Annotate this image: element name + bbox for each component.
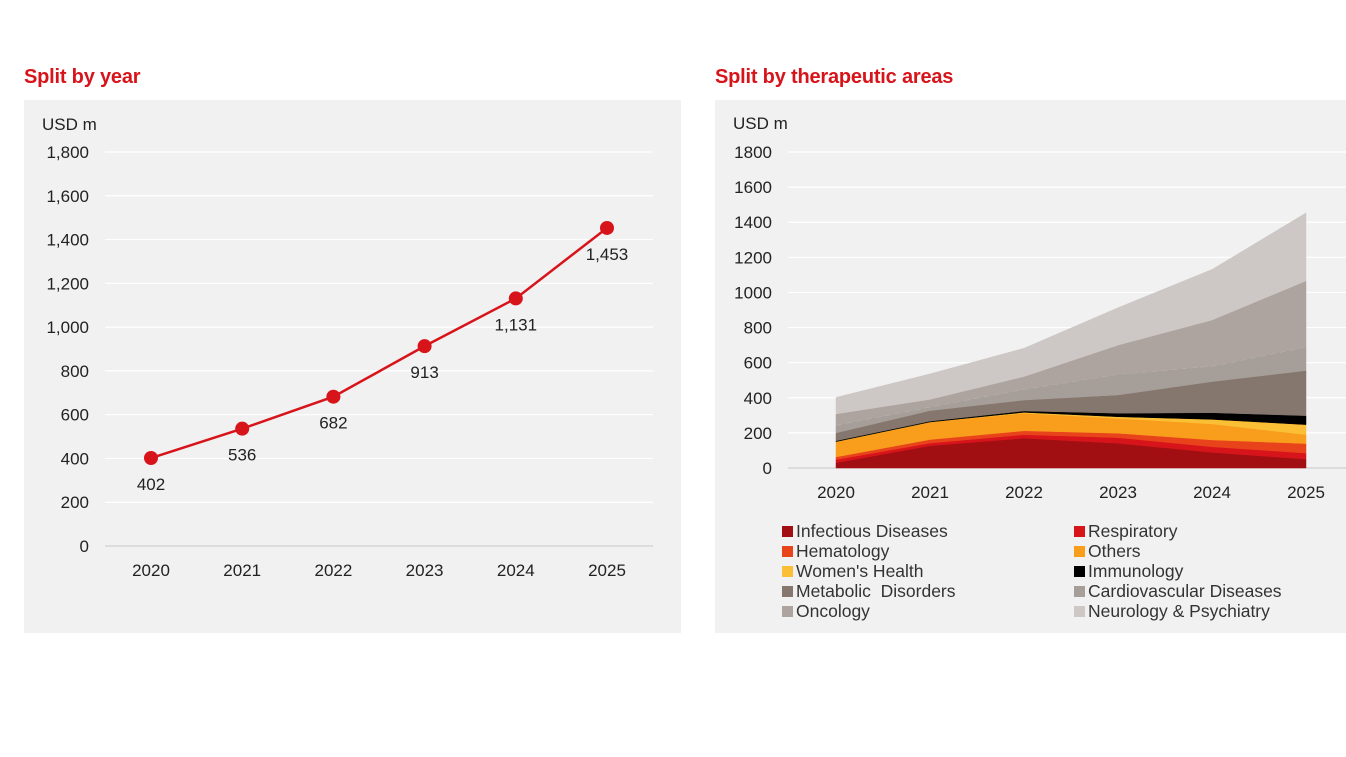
y-tick-label: 1,600 — [46, 187, 89, 206]
legend-swatch — [782, 585, 793, 597]
y-tick-label: 1,000 — [46, 318, 89, 337]
data-label: 1,453 — [586, 245, 629, 264]
y-tick-label: 1000 — [734, 283, 772, 302]
x-tick-label: 2025 — [1287, 483, 1325, 502]
line-chart-panel — [24, 100, 681, 633]
legend-item-immunology: Immunology — [1074, 561, 1342, 582]
x-tick-label: 2020 — [132, 561, 170, 580]
data-point — [600, 220, 614, 235]
line-chart-y-unit-label: USD m — [42, 115, 97, 134]
chart-title-split-by-therapeutic-areas: Split by therapeutic areas — [715, 66, 954, 88]
legend-swatch — [1074, 546, 1085, 558]
x-tick-label: 2024 — [497, 561, 535, 580]
legend-item-metabolic-disorders: Metabolic Disorders — [782, 581, 1074, 601]
legend-label: Others — [1088, 541, 1141, 562]
legend-swatch — [782, 605, 793, 617]
y-tick-label: 200 — [61, 493, 89, 512]
data-label: 536 — [228, 446, 256, 465]
legend-item-oncology: Oncology — [782, 601, 1074, 621]
y-tick-label: 800 — [61, 362, 89, 381]
legend-swatch — [1074, 565, 1085, 577]
legend-item-cardiovascular-diseases: Cardiovascular Diseases — [1074, 581, 1342, 601]
legend-item-hematology: Hematology — [782, 541, 1074, 562]
legend-item-neurology-psychiatry: Neurology & Psychiatry — [1074, 601, 1342, 621]
x-tick-label: 2021 — [911, 483, 949, 502]
chart-title-split-by-year: Split by year — [24, 66, 141, 88]
y-tick-label: 200 — [744, 424, 772, 443]
data-label: 682 — [319, 414, 347, 433]
data-point — [235, 421, 250, 436]
y-tick-label: 1,200 — [46, 274, 89, 293]
legend-label: Cardiovascular Diseases — [1088, 580, 1282, 601]
legend-item-others: Others — [1074, 541, 1342, 562]
legend-label: Hematology — [796, 541, 890, 562]
x-tick-label: 2022 — [314, 561, 352, 580]
x-tick-label: 2020 — [817, 483, 855, 502]
x-tick-label: 2025 — [588, 561, 626, 580]
y-tick-label: 1800 — [734, 143, 772, 162]
x-tick-label: 2023 — [1099, 483, 1137, 502]
legend-item-respiratory: Respiratory — [1074, 521, 1342, 542]
data-point — [508, 291, 523, 306]
y-tick-label: 0 — [763, 459, 772, 478]
data-point — [144, 451, 158, 466]
line-series-total — [150, 226, 608, 460]
y-tick-label: 800 — [744, 319, 772, 338]
x-tick-label: 2022 — [1005, 483, 1043, 502]
data-label: 1,131 — [495, 315, 538, 334]
data-label: 402 — [137, 475, 165, 494]
legend-swatch — [1074, 526, 1085, 538]
y-tick-label: 400 — [744, 389, 772, 408]
legend-swatch — [782, 526, 793, 538]
area-chart-y-unit-label: USD m — [733, 114, 788, 133]
legend-swatch — [1074, 605, 1085, 617]
y-tick-label: 1,800 — [46, 143, 89, 162]
legend-label: Respiratory — [1088, 521, 1178, 542]
legend-item-women-s-health: Women's Health — [782, 561, 1074, 582]
area-series-neurology-psychiatry — [835, 212, 1307, 415]
y-tick-label: 1,400 — [46, 231, 89, 250]
y-tick-label: 1200 — [734, 248, 772, 267]
data-point — [326, 389, 341, 404]
data-label: 913 — [410, 363, 438, 382]
legend-swatch — [782, 565, 793, 577]
legend-label: Oncology — [796, 600, 870, 621]
x-tick-label: 2021 — [223, 561, 261, 580]
legend-label: Infectious Diseases — [796, 521, 948, 542]
y-tick-label: 1400 — [734, 213, 772, 232]
legend-swatch — [1074, 585, 1085, 597]
legend-label: Women's Health — [796, 561, 924, 581]
legend-label: Neurology & Psychiatry — [1088, 600, 1270, 621]
legend-label: Immunology — [1088, 561, 1184, 581]
x-tick-label: 2024 — [1193, 483, 1231, 502]
legend-label: Metabolic Disorders — [796, 580, 956, 601]
y-tick-label: 400 — [61, 449, 89, 468]
y-tick-label: 600 — [744, 354, 772, 373]
x-tick-label: 2023 — [406, 561, 444, 580]
legend-swatch — [782, 546, 793, 558]
area-chart-legend: Infectious Diseases Respiratory Hematology… — [782, 521, 1342, 621]
legend-item-infectious-diseases: Infectious Diseases — [782, 521, 1074, 542]
data-point — [417, 339, 432, 354]
y-tick-label: 600 — [61, 406, 89, 425]
y-tick-label: 1600 — [734, 178, 772, 197]
y-tick-label: 0 — [80, 537, 89, 556]
